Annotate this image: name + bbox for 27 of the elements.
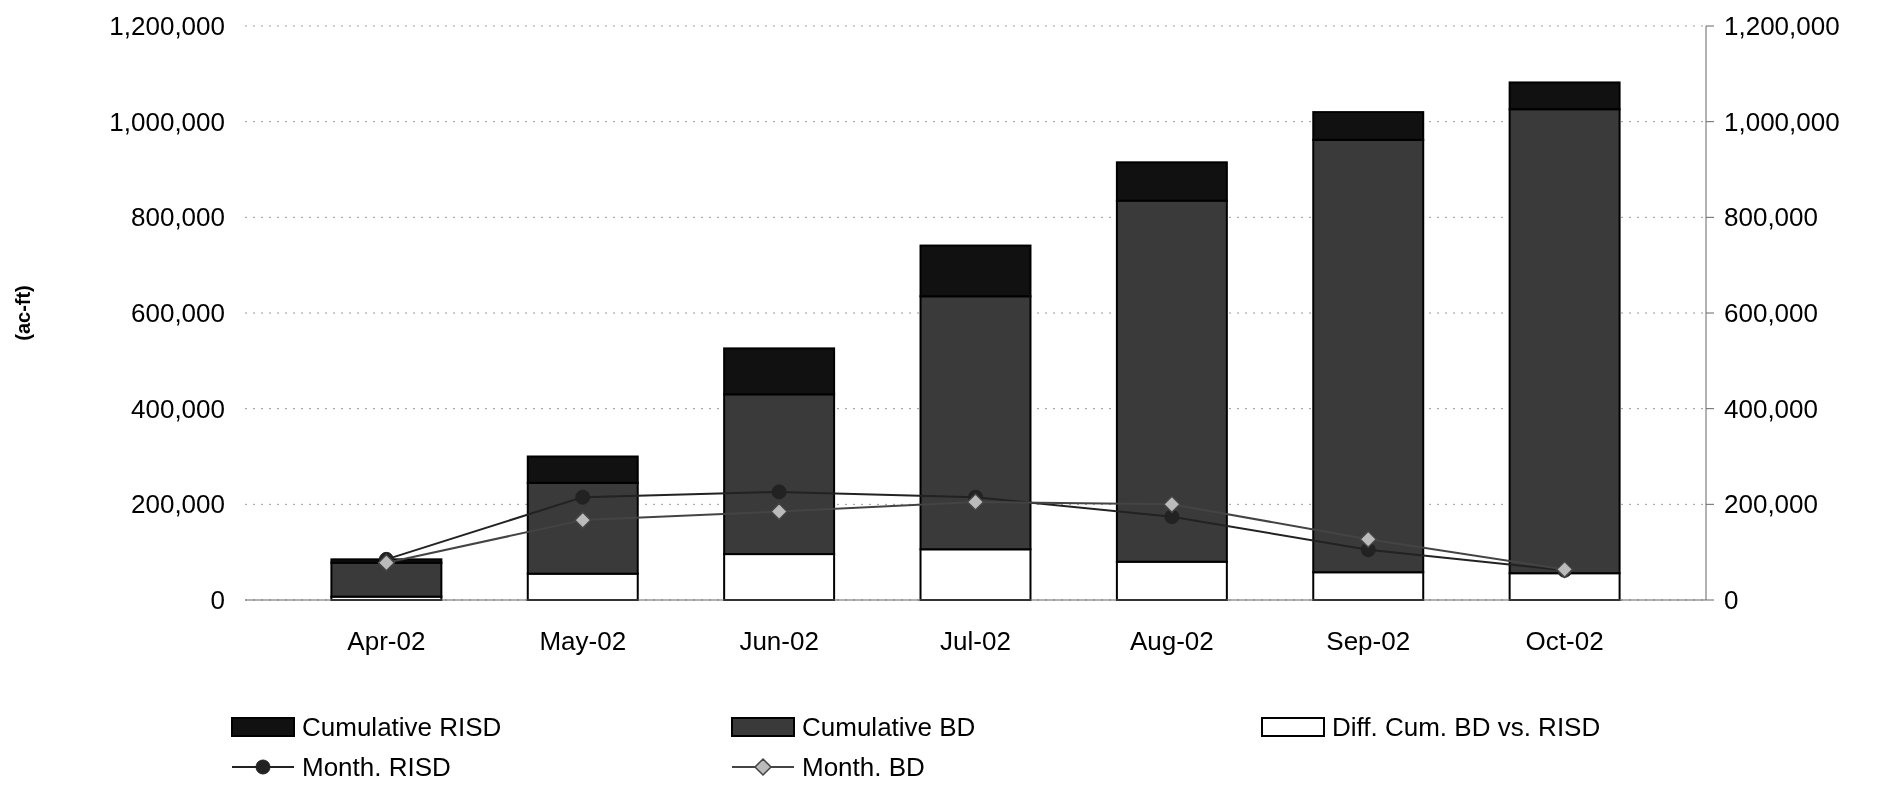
y2-tick-label: 1,200,000 [1724, 11, 1840, 41]
y-axis-title: (ac-ft) [12, 285, 34, 341]
y-tick-label: 200,000 [131, 489, 225, 520]
x-tick-label: Jul-02 [940, 626, 1011, 656]
y-tick-label: 1,200,000 [109, 11, 225, 41]
x-tick-label: May-02 [539, 626, 627, 656]
y2-tick-label: 1,000,000 [1724, 106, 1840, 137]
y2-tick-label: 200,000 [1724, 489, 1818, 520]
x-tick-label: Jun-02 [739, 626, 819, 656]
y2-tick-label: 800,000 [1724, 202, 1818, 233]
x-tick-label: Sep-02 [1326, 626, 1411, 656]
y2-tick-label: 0 [1724, 585, 1739, 615]
y-tick-label: 1,000,000 [109, 106, 225, 137]
legend-label: Month. BD [802, 752, 925, 782]
y-tick-label: 600,000 [131, 298, 225, 328]
y2-tick-label: 600,000 [1724, 298, 1818, 328]
x-tick-label: Aug-02 [1129, 626, 1214, 656]
y2-tick-label: 400,000 [1724, 393, 1818, 424]
y-tick-label: 0 [210, 585, 225, 615]
legend-label: Month. RISD [302, 752, 451, 782]
y-tick-label: 800,000 [131, 202, 225, 233]
legend-label: Cumulative RISD [302, 712, 502, 742]
x-tick-label: Apr-02 [347, 626, 426, 656]
y-tick-label: 400,000 [131, 393, 225, 424]
legend-label: Diff. Cum. BD vs. RISD [1332, 712, 1601, 742]
x-tick-label: Oct-02 [1525, 626, 1604, 656]
legend-label: Cumulative BD [802, 712, 976, 742]
